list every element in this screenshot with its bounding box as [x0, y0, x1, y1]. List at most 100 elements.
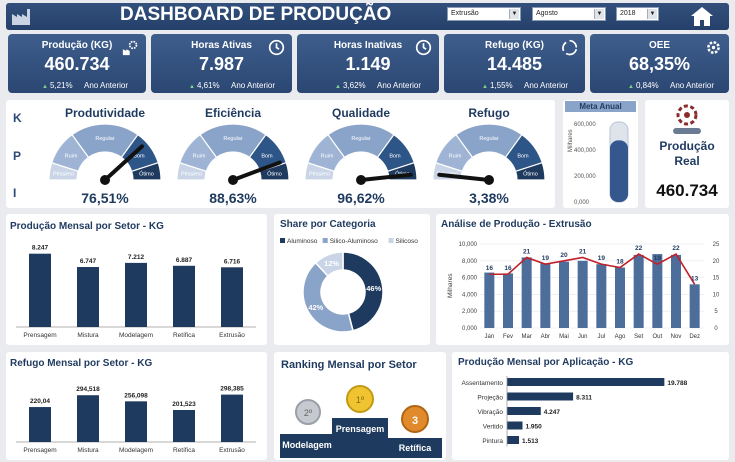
gauge-label: Ruim	[321, 153, 334, 159]
gauge-label: Regular	[95, 136, 114, 142]
card-change-value: 5,21%	[49, 81, 73, 90]
x-tick-label: Abr	[541, 334, 550, 340]
gauge-value: 3,38%	[469, 190, 509, 206]
producao-real-title-1: Produção	[659, 139, 715, 153]
meta-title: Meta Anual	[565, 101, 636, 112]
card-value: 1.149	[345, 54, 391, 74]
kpi-letter: I	[13, 186, 17, 200]
card-compare: Ano Anterior	[231, 81, 276, 90]
point-label: 22	[672, 245, 680, 252]
factory-icon	[12, 9, 30, 25]
gauge-needle	[359, 172, 413, 182]
bar-label: 8.247	[32, 245, 49, 252]
factory-gear-icon	[673, 104, 701, 134]
gauge-label: Péssimo	[53, 171, 74, 177]
podium-third	[386, 438, 442, 458]
bar	[507, 392, 574, 401]
gauge-label: Bom	[517, 153, 529, 159]
bar	[221, 267, 243, 327]
legend-label: Silico-Aluminoso	[330, 238, 378, 245]
y2-tick-label: 25	[713, 242, 720, 248]
page-title: DASHBOARD DE PRODUÇÃO	[120, 4, 392, 25]
gauge-label: Ruim	[193, 153, 206, 159]
pie-slice	[302, 261, 354, 333]
y-tick-label: Vibração	[477, 409, 503, 416]
bar	[540, 263, 551, 328]
card-change: ▲ 5,21%	[42, 81, 73, 90]
card-label: Refugo (KG)	[485, 40, 544, 51]
bar	[221, 394, 243, 442]
refugo-bar-chart: 220,04 Prensagem 294,518 Mistura 256,098 Mode…	[16, 386, 256, 454]
card-compare: Ano Anterior	[84, 81, 129, 90]
process-select[interactable]: Extrusão ▼	[447, 7, 521, 21]
point-label: 19	[654, 255, 662, 262]
gauge-needle	[231, 160, 282, 182]
pie-slice	[342, 251, 384, 332]
aplicacao-hbar-chart: Assentamento 19.788 Projeção 8.311 Vibração 4…	[461, 376, 688, 447]
header-bar	[6, 3, 729, 30]
year-select[interactable]: 2018 ▼	[616, 7, 659, 21]
gauge-title: Produtividade	[64, 106, 145, 120]
meta-axis-label: Milhares	[568, 129, 574, 152]
ranking-podium: 2º 1º 3 Prensagem Modelagem Retífica	[280, 385, 442, 458]
podium-first	[332, 418, 388, 458]
card-label: Horas Ativas	[191, 40, 252, 51]
producao-real-title-2: Real	[674, 154, 700, 168]
gauge-label: Péssimo	[309, 171, 330, 177]
x-tick-label: Prensagem	[23, 332, 56, 339]
y-tick-label: Projeção	[477, 395, 503, 402]
card-label: Produção (KG)	[41, 40, 113, 51]
pie-label: 42%	[308, 303, 323, 312]
point-label: 21	[523, 248, 531, 255]
bar-label: 6.887	[176, 257, 193, 264]
x-tick-label: Retífica	[173, 332, 195, 339]
gauge-hub	[228, 175, 238, 185]
gauge-segment	[130, 161, 162, 181]
month-select[interactable]: Agosto ▼	[532, 7, 606, 21]
ranking-third: Retífica	[399, 443, 433, 453]
card-value: 7.987	[198, 54, 245, 74]
y-tick-label: 10,000	[459, 242, 478, 248]
bar	[125, 401, 147, 442]
ranking-second: Modelagem	[282, 440, 332, 450]
bar	[521, 257, 532, 328]
bar-label: 8.311	[576, 395, 592, 402]
producao-real-value: 460.734	[656, 181, 718, 200]
chevron-down-icon: ▼	[509, 9, 519, 19]
gauge-label: Regular	[351, 136, 370, 142]
kpi-letter: K	[13, 111, 22, 125]
bar-label: 1.513	[522, 438, 539, 445]
legend-label: Silicoso	[396, 238, 419, 245]
bar	[671, 254, 681, 328]
x-tick-label: Retífica	[173, 447, 195, 454]
x-tick-label: Extrusão	[219, 447, 245, 454]
analise-combo-chart: 0,000 2,000 4,000 6,000 8,000 10,000 0 5 10 15 20 2…	[447, 242, 720, 340]
gauge-needle	[103, 144, 144, 182]
month-select-value: Agosto	[536, 10, 558, 17]
x-tick-label: Mistura	[77, 332, 99, 339]
meta-tick: 0,000	[574, 200, 590, 206]
card-horas-ativas: Horas Ativas 7.987 ▲ 4,61% Ano Anterior	[151, 34, 292, 93]
gauge-title: Refugo	[468, 106, 510, 120]
kpi-letter: P	[13, 149, 22, 163]
bar-label: 1.950	[526, 424, 543, 431]
gauge-label: Ruim	[449, 153, 462, 159]
point-label: 22	[635, 245, 643, 252]
card-change-value: 0,84%	[635, 81, 659, 90]
point-label: 19	[598, 255, 606, 262]
home-icon[interactable]	[690, 5, 714, 27]
gauge-produtividade: Péssimo Ruim Regular Bom Ótimo	[48, 123, 162, 185]
gauge-label: Bom	[261, 153, 273, 159]
gauge-title: Eficiência	[204, 106, 262, 120]
y2-tick-label: 20	[713, 259, 720, 265]
gauge-title: Qualidade	[331, 106, 390, 120]
legend-label: Aluminoso	[287, 238, 318, 245]
pie-label: 12%	[324, 259, 339, 268]
aplicacao-title: Produção Mensal por Aplicação - KG	[458, 357, 634, 368]
bar	[77, 395, 99, 442]
gauge-hub	[100, 175, 110, 185]
bar-label: 294,518	[76, 386, 100, 393]
bar	[615, 267, 625, 328]
y-tick-label: 2,000	[462, 309, 478, 315]
